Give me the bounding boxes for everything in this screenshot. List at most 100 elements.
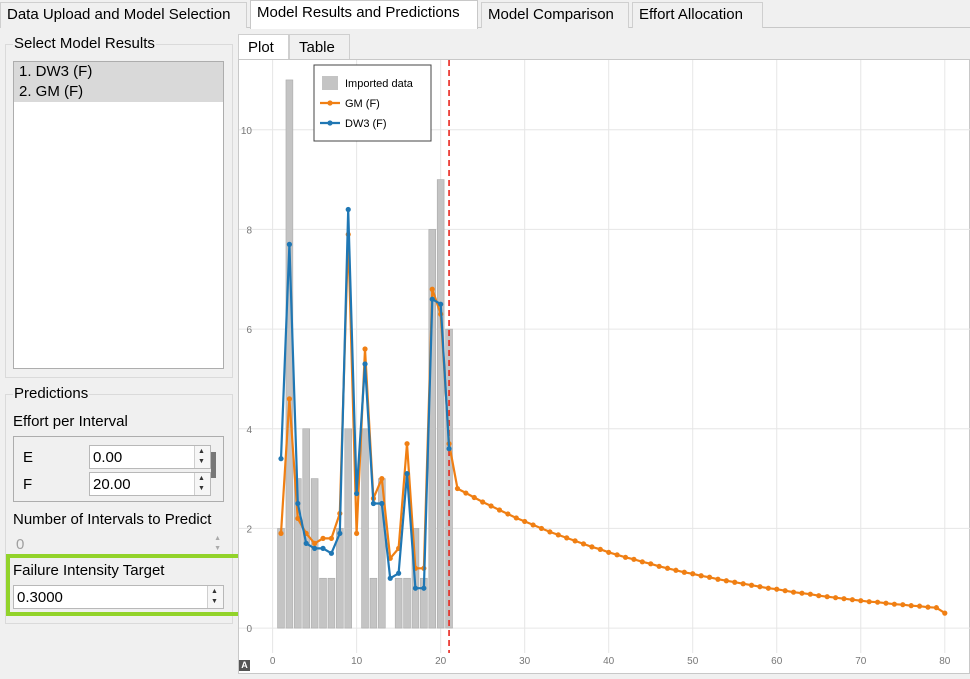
legend-label: DW3 (F) <box>345 118 387 130</box>
series-point <box>538 525 545 532</box>
series-point <box>295 500 301 507</box>
effort-f-spinbox[interactable]: 20.00 ▲ ▼ <box>89 472 211 496</box>
series-point <box>505 511 511 517</box>
series-point <box>900 602 906 608</box>
series-point <box>782 588 788 594</box>
series-point <box>286 396 293 402</box>
effort-row-label: F <box>23 476 33 493</box>
x-tick-label: 30 <box>519 656 531 667</box>
series-point <box>320 535 326 541</box>
tab-plot[interactable]: Plot <box>238 34 289 60</box>
intervals-to-predict-label: Number of Intervals to Predict <box>13 511 212 528</box>
series-point <box>816 593 822 599</box>
x-tick-label: 60 <box>771 656 783 667</box>
series-point <box>774 586 780 592</box>
data-bar <box>277 528 285 629</box>
arrow-down-icon[interactable]: ▼ <box>214 545 221 552</box>
autoscale-button[interactable]: A <box>239 660 250 671</box>
tab-effort-allocation[interactable]: Effort Allocation <box>632 2 763 28</box>
series-point <box>555 532 561 538</box>
series-point <box>454 485 461 492</box>
failure-intensity-target-spinbox[interactable]: 0.3000 ▲ ▼ <box>13 585 224 609</box>
series-point <box>832 595 839 601</box>
highlight-box <box>6 554 251 616</box>
series-point <box>883 600 889 606</box>
chart-legend: Imported data GM (F) DW3 (F) <box>313 64 432 142</box>
data-bar <box>344 428 352 629</box>
series-point <box>908 603 914 609</box>
results-chart[interactable]: 0 10 20 30 40 50 60 70 80 0 2 4 6 8 10 Imported data GM … <box>239 60 970 675</box>
tab-table[interactable]: Table <box>289 34 350 60</box>
effort-scrollbar[interactable] <box>211 452 216 478</box>
series-point <box>513 515 519 521</box>
series-point <box>438 301 444 307</box>
series-point <box>362 346 368 352</box>
legend-swatch-point <box>327 120 333 126</box>
series-point <box>337 530 343 537</box>
data-bar <box>319 577 327 629</box>
series-point <box>564 535 570 541</box>
effort-row-label: E <box>23 449 34 466</box>
plot-panel[interactable]: 0 10 20 30 40 50 60 70 80 0 2 4 6 8 10 Imported data GM … <box>238 59 970 674</box>
series-point <box>933 605 939 611</box>
intervals-spinbox[interactable]: 0 ▲ ▼ <box>13 534 224 556</box>
tab-model-comparison[interactable]: Model Comparison <box>481 2 629 28</box>
series-point <box>715 576 721 582</box>
y-tick-label: 0 <box>246 624 252 635</box>
arrow-up-icon[interactable]: ▲ <box>214 535 221 542</box>
arrow-down-icon[interactable]: ▼ <box>198 458 205 465</box>
model-results-list[interactable]: 1. DW3 (F) 2. GM (F) <box>13 61 224 369</box>
x-tick-label: 80 <box>939 656 951 667</box>
series-point <box>379 500 385 507</box>
arrow-down-icon[interactable]: ▼ <box>211 598 218 605</box>
series-point <box>396 570 402 576</box>
series-point <box>765 585 771 591</box>
spin-arrows[interactable]: ▲ ▼ <box>194 473 210 495</box>
effort-f-value: 20.00 <box>93 476 131 493</box>
series-point <box>480 499 486 505</box>
series-point <box>488 503 494 509</box>
arrow-up-icon[interactable]: ▲ <box>211 588 218 595</box>
list-item[interactable]: 1. DW3 (F) <box>14 62 223 82</box>
x-tick-label: 50 <box>687 656 699 667</box>
series-point <box>942 610 948 616</box>
tab-data-upload[interactable]: Data Upload and Model Selection <box>0 2 247 28</box>
effort-row-f: F 20.00 ▲ ▼ <box>14 472 211 498</box>
predictions-title: Predictions <box>13 385 90 402</box>
effort-table[interactable]: E 0.00 ▲ ▼ F 20.00 ▲ ▼ <box>13 436 224 502</box>
series-point <box>379 475 385 482</box>
spin-arrows[interactable]: ▲ ▼ <box>207 586 223 608</box>
y-tick-label: 4 <box>246 425 252 436</box>
series-point <box>824 594 830 600</box>
series-point <box>740 581 746 587</box>
effort-e-spinbox[interactable]: 0.00 ▲ ▼ <box>89 445 211 469</box>
series-point <box>362 361 368 367</box>
failure-intensity-target-value: 0.3000 <box>17 589 63 606</box>
series-point <box>404 471 410 477</box>
series-point <box>648 561 654 567</box>
series-point <box>589 544 595 550</box>
series-point <box>664 565 671 571</box>
series-point <box>790 589 797 595</box>
series-point <box>799 590 805 596</box>
series-point <box>723 578 729 584</box>
arrow-up-icon[interactable]: ▲ <box>198 448 205 455</box>
y-tick-label: 8 <box>246 225 252 236</box>
series-point <box>891 601 897 607</box>
arrow-up-icon[interactable]: ▲ <box>198 475 205 482</box>
series-point <box>673 567 679 573</box>
x-tick-label: 40 <box>603 656 615 667</box>
x-tick-label: 20 <box>435 656 447 667</box>
series-point <box>748 582 755 588</box>
tab-model-results[interactable]: Model Results and Predictions <box>250 0 478 29</box>
model-results-title: Select Model Results <box>13 35 156 52</box>
data-bar <box>310 478 319 629</box>
series-point <box>858 598 864 604</box>
data-bar <box>285 79 294 629</box>
series-point <box>446 446 452 452</box>
arrow-down-icon[interactable]: ▼ <box>198 485 205 492</box>
series-point <box>807 591 813 597</box>
spin-arrows[interactable]: ▲ ▼ <box>194 446 210 468</box>
list-item[interactable]: 2. GM (F) <box>14 82 223 102</box>
series-point <box>463 490 469 496</box>
